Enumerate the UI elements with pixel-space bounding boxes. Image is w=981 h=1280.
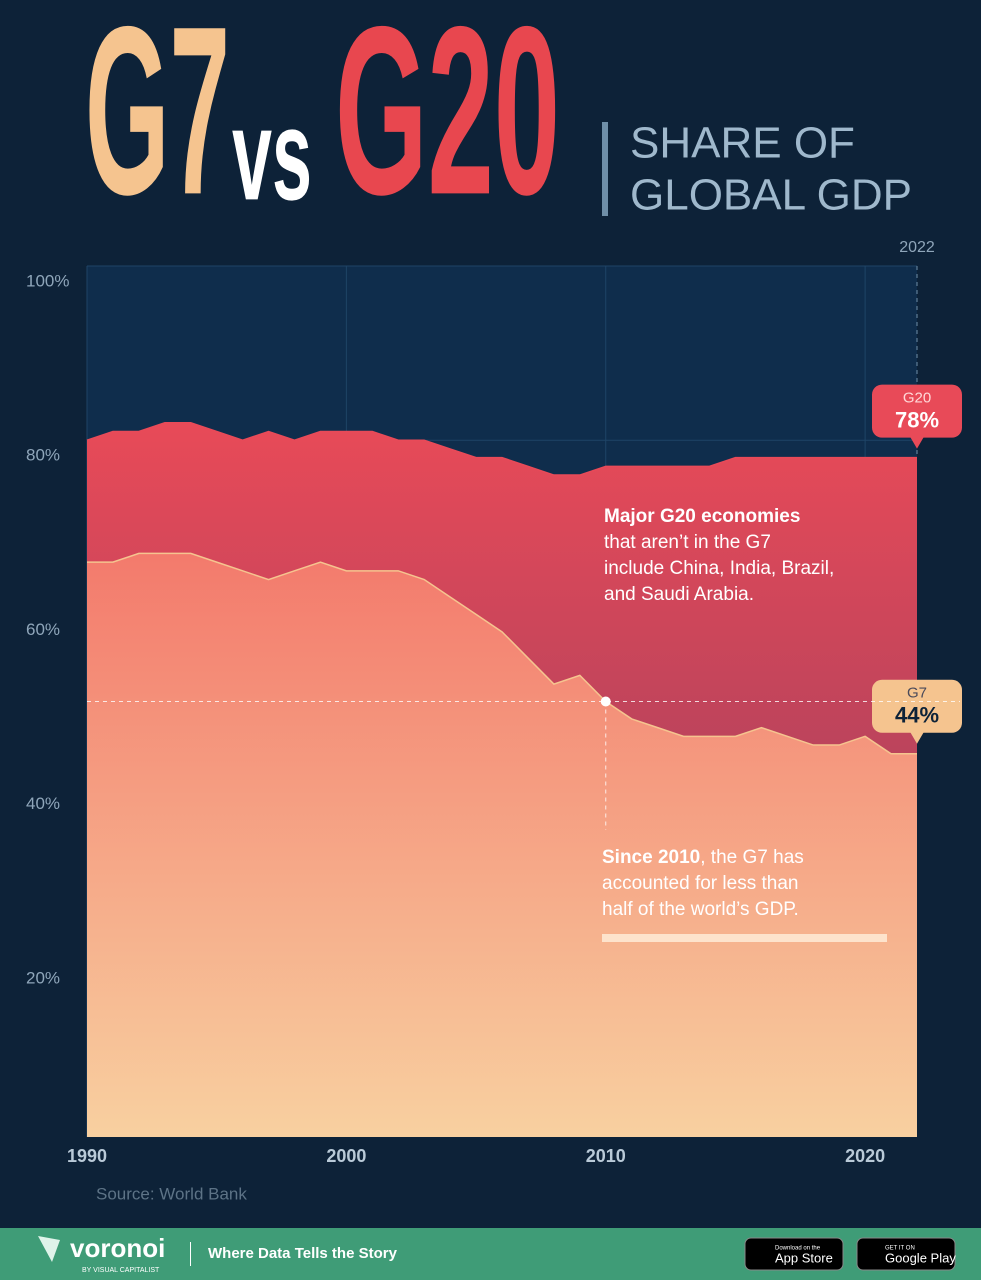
end-label-box — [872, 384, 962, 438]
annotation-text: half of the world’s GDP. — [602, 899, 799, 920]
footer-divider — [190, 1242, 191, 1266]
x-tick-label: 2000 — [326, 1146, 366, 1166]
title-g7: G7 — [85, 0, 230, 244]
badge-small: GET IT ON — [885, 1246, 915, 1252]
annotation-text: accounted for less than — [602, 873, 798, 894]
y-tick-label: 80% — [26, 446, 60, 465]
y-tick-label: 100% — [26, 271, 69, 290]
plot: 1990 2000 2010 2020 20% 40% 60% 80% 100% 2022 G207… — [26, 239, 962, 1166]
app-store-badge[interactable] — [744, 1237, 844, 1271]
end-label-name: G7 — [907, 685, 927, 702]
tagline: Where Data Tells the Story — [208, 1245, 398, 1262]
annotation-text: , the G7 has — [700, 847, 804, 868]
end-label-value: 44% — [895, 703, 939, 728]
badge-text: Google Play — [885, 1250, 956, 1265]
source: Source: World Bank — [96, 1184, 247, 1203]
line — [86, 422, 917, 476]
badge-text: App Store — [775, 1250, 833, 1265]
title-divider — [602, 122, 608, 216]
x-tick-label: 1990 — [67, 1146, 107, 1166]
annotation-bold: Major G20 economies — [604, 506, 800, 527]
x-tick-label: 2010 — [586, 1146, 626, 1166]
end-label-box — [872, 679, 962, 733]
end-label-pointer — [910, 731, 924, 744]
y-tick-label: 60% — [26, 620, 60, 639]
end-label-name: G20 — [903, 390, 931, 407]
x-tick-label: 2020 — [845, 1146, 885, 1166]
byline: BY VISUAL CAPITALIST — [82, 1267, 160, 1274]
y-tick-label: 20% — [26, 968, 60, 987]
subtitle: SHARE OF — [630, 119, 855, 168]
line — [87, 552, 917, 755]
annotation-text: and Saudi Arabia. — [604, 584, 754, 605]
badge-small: Download on the — [775, 1246, 821, 1252]
brand: voronoi — [70, 1233, 165, 1263]
annotation-text: that aren’t in the G7 — [604, 532, 771, 553]
title-g20: G20 — [335, 0, 560, 244]
annotation-bold: Since 2010 — [602, 847, 700, 868]
end-label-pointer — [910, 436, 924, 449]
annotation-text: include China, India, Brazil, — [604, 558, 834, 579]
subtitle: GLOBAL GDP — [630, 171, 912, 220]
logo-icon — [38, 1236, 60, 1262]
title-vs: vs — [232, 81, 312, 227]
annotation-bar — [602, 934, 887, 942]
y-tick-label: 40% — [26, 794, 60, 813]
annotation: Major G20 economies that aren’t in the G7… — [604, 506, 834, 605]
end-label-value: 78% — [895, 407, 939, 432]
highlight-point — [600, 696, 611, 707]
annotation: Since 2010, the G7 has accounted for less… — [602, 847, 804, 920]
area — [87, 553, 917, 1137]
marker-label: 2022 — [899, 239, 935, 256]
google-play-badge[interactable] — [856, 1237, 956, 1271]
